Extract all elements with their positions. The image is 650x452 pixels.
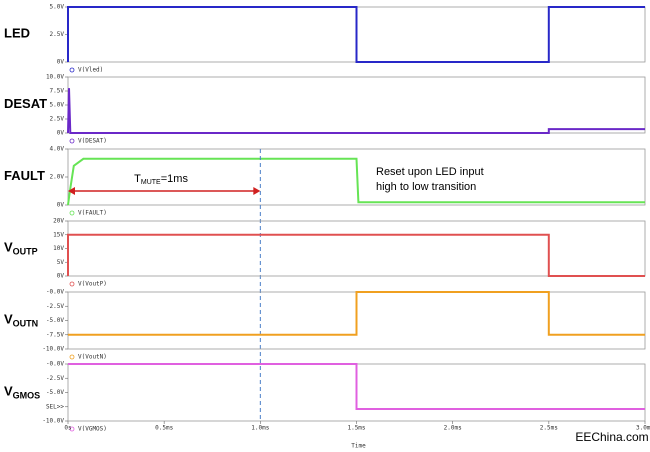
y-tick-label: SEL>>	[46, 403, 64, 410]
y-tick-label: 2.5V	[50, 116, 65, 123]
legend-label: V(Vled)	[78, 67, 103, 74]
plot-frame	[67, 76, 646, 134]
y-tick-label: -10.0V	[42, 346, 64, 353]
y-tick-label: 15V	[53, 231, 64, 238]
y-tick-label: 0V	[57, 202, 65, 209]
annotation-rest: =1ms	[161, 173, 189, 185]
x-tick-label: 2.5ms	[540, 425, 558, 432]
x-tick-label: 2.0ms	[444, 425, 462, 432]
y-label-sub: OUTN	[13, 319, 39, 329]
x-tick-label: 1.5ms	[347, 425, 365, 432]
y-label-sub: OUTP	[13, 247, 38, 257]
y-tick-label: 2.5V	[50, 31, 65, 38]
x-tick-label: 1.0ms	[251, 425, 269, 432]
legend-marker	[69, 138, 75, 144]
y-axis-label: LED	[4, 26, 30, 41]
y-tick-label: 5.0V	[50, 4, 65, 11]
y-tick-label: 10.0V	[46, 74, 64, 81]
y-axis-label: DESAT	[4, 96, 47, 111]
legend-label: V(VGMOS)	[78, 426, 107, 433]
plot-frame	[67, 220, 646, 277]
y-tick-label: -7.5V	[46, 331, 64, 338]
y-tick-label: -0.0V	[46, 289, 64, 296]
y-axis-label: VGMOS	[4, 384, 40, 401]
y-tick-label: 4.0V	[50, 146, 65, 153]
y-tick-label: 10V	[53, 245, 64, 252]
watermark: EEChina.com	[575, 430, 648, 444]
legend-label: V(FAULT)	[78, 210, 107, 217]
y-tick-label: -5.0V	[46, 317, 64, 324]
y-label-main: V	[4, 312, 13, 327]
legend-label: V(VoutP)	[78, 281, 107, 288]
legend-marker	[69, 354, 75, 360]
y-tick-label: 7.5V	[50, 88, 65, 95]
annotation-main: T	[134, 173, 141, 185]
y-label-main: FAULT	[4, 168, 45, 183]
x-tick-label: 0s	[64, 425, 72, 432]
y-label-main: DESAT	[4, 96, 47, 111]
y-tick-label: 0V	[57, 130, 65, 137]
y-tick-label: -2.5V	[46, 375, 64, 382]
y-label-sub: GMOS	[13, 391, 41, 401]
series-line	[67, 6, 645, 63]
y-label-main: V	[4, 240, 13, 255]
y-axis-label: VOUTN	[4, 312, 38, 329]
y-tick-label: 0V	[57, 273, 65, 280]
y-tick-label: -10.0V	[42, 418, 64, 425]
legend-marker	[69, 426, 75, 432]
y-tick-label: 20V	[53, 218, 64, 225]
legend-label: V(VoutN)	[78, 354, 107, 361]
x-axis-label: Time	[351, 443, 366, 450]
y-label-main: LED	[4, 26, 30, 41]
y-tick-label: 0V	[57, 59, 65, 66]
series-line	[67, 88, 645, 134]
x-tick-label: 0.5ms	[155, 425, 173, 432]
y-tick-label: 5V	[57, 259, 65, 266]
note: Reset upon LED input	[376, 166, 484, 178]
note: high to low transition	[376, 181, 476, 193]
legend-marker	[69, 67, 75, 73]
legend-label: V(DESAT)	[78, 138, 107, 145]
annotation-sub: MUTE	[141, 179, 161, 186]
x-tick-label: 3.0ms	[636, 425, 650, 432]
legend-marker	[69, 210, 75, 216]
y-axis-label: VOUTP	[4, 240, 38, 257]
legend-marker	[69, 281, 75, 287]
y-axis-label: FAULT	[4, 168, 45, 183]
series-line	[68, 363, 645, 410]
arrow-head	[68, 187, 75, 195]
y-tick-label: 2.0V	[50, 174, 65, 181]
series-line	[67, 233, 645, 277]
y-tick-label: 5.0V	[50, 102, 65, 109]
series-line	[68, 291, 645, 336]
y-tick-label: -5.0V	[46, 389, 64, 396]
y-label-main: V	[4, 384, 13, 399]
y-tick-label: -0.0V	[46, 361, 64, 368]
y-tick-label: -2.5V	[46, 303, 64, 310]
annotation-label: TMUTE=1ms	[134, 173, 188, 186]
arrow-head	[253, 187, 261, 195]
